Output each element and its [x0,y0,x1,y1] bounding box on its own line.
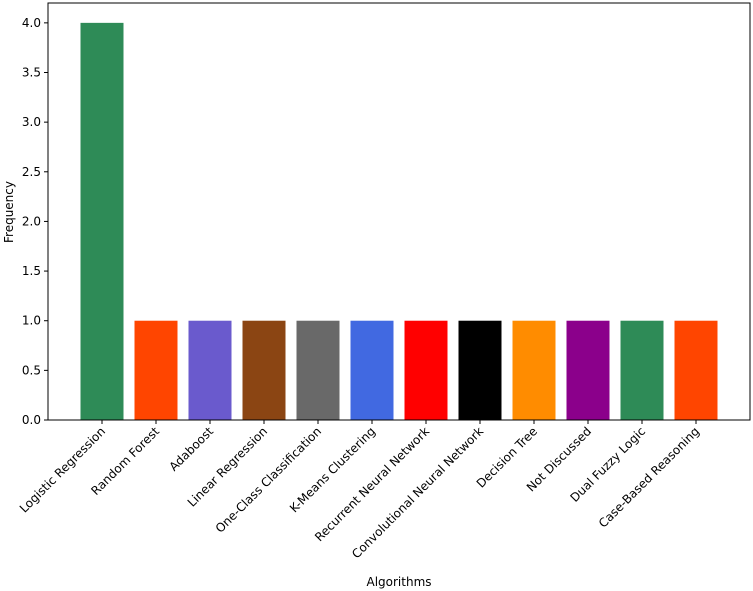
bar [674,320,718,420]
y-tick-label: 2.0 [22,214,41,228]
y-tick-label: 3.0 [22,115,41,129]
x-tick-label: Case-Based Reasoning [596,424,702,530]
x-tick-label: Logistic Regression [17,424,108,515]
bar [296,320,340,420]
y-tick-label: 1.0 [22,314,41,328]
bar [458,320,502,420]
bar [512,320,556,420]
bar [242,320,286,420]
bar [188,320,232,420]
plot-frame [47,2,751,421]
y-tick-label: 2.5 [22,165,41,179]
x-axis-label: Algorithms [366,575,431,589]
y-tick-label: 4.0 [22,16,41,30]
x-tick-label: Adaboost [166,424,216,474]
x-tick-label: One-Class Classification [213,424,324,535]
y-axis-ticks: 0.0 0.5 1.0 1.5 2.0 2.5 3.0 3.5 4.0 [22,16,48,427]
bar [566,320,610,420]
bars-group [80,22,718,420]
x-tick-label: Recurrent Neural Network [312,424,432,544]
y-tick-label: 1.5 [22,264,41,278]
bar [350,320,394,420]
y-tick-label: 3.5 [22,66,41,80]
bar [80,22,124,420]
y-tick-label: 0.0 [22,413,41,427]
bar [404,320,448,420]
y-tick-label: 0.5 [22,363,41,377]
bar [134,320,178,420]
bar [620,320,664,420]
y-axis-label: Frequency [2,181,16,243]
